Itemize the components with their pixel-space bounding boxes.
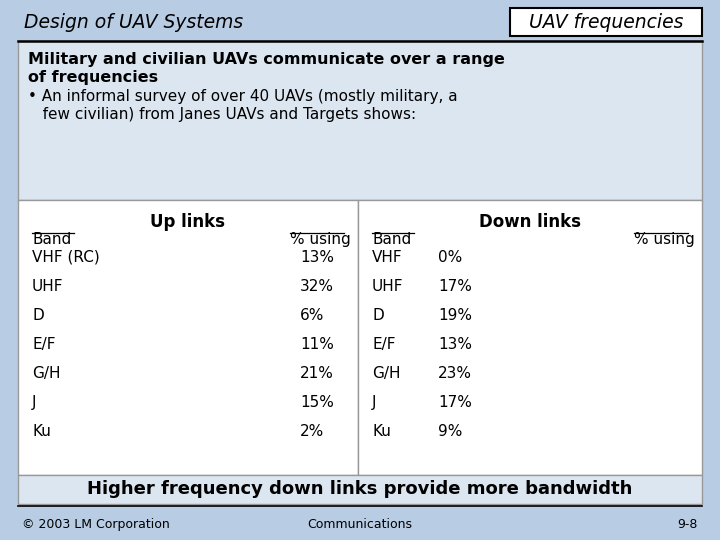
Text: UAV frequencies: UAV frequencies <box>528 12 683 31</box>
Text: 11%: 11% <box>300 337 334 352</box>
Text: J: J <box>32 395 37 410</box>
Text: Design of UAV Systems: Design of UAV Systems <box>24 12 243 31</box>
Text: G/H: G/H <box>372 366 400 381</box>
Text: Ku: Ku <box>32 424 51 439</box>
Text: Band: Band <box>372 232 411 247</box>
Text: 17%: 17% <box>438 395 472 410</box>
Text: Down links: Down links <box>479 213 581 231</box>
Text: 2%: 2% <box>300 424 324 439</box>
Text: 19%: 19% <box>438 308 472 323</box>
Text: Communications: Communications <box>307 518 413 531</box>
Text: few civilian) from Janes UAVs and Targets shows:: few civilian) from Janes UAVs and Target… <box>28 107 416 122</box>
Text: 0%: 0% <box>438 250 462 265</box>
Text: 13%: 13% <box>300 250 334 265</box>
FancyBboxPatch shape <box>18 41 702 200</box>
Text: • An informal survey of over 40 UAVs (mostly military, a: • An informal survey of over 40 UAVs (mo… <box>28 89 458 104</box>
FancyBboxPatch shape <box>510 8 702 36</box>
Text: VHF (RC): VHF (RC) <box>32 250 100 265</box>
Text: 17%: 17% <box>438 279 472 294</box>
Text: UHF: UHF <box>372 279 403 294</box>
Text: 13%: 13% <box>438 337 472 352</box>
Text: G/H: G/H <box>32 366 60 381</box>
Text: % using: % using <box>290 232 351 247</box>
Text: E/F: E/F <box>372 337 395 352</box>
Text: 32%: 32% <box>300 279 334 294</box>
Text: D: D <box>372 308 384 323</box>
Text: VHF: VHF <box>372 250 402 265</box>
Text: 23%: 23% <box>438 366 472 381</box>
FancyBboxPatch shape <box>358 200 702 475</box>
Text: Higher frequency down links provide more bandwidth: Higher frequency down links provide more… <box>87 481 633 498</box>
Text: 6%: 6% <box>300 308 325 323</box>
Text: J: J <box>372 395 377 410</box>
Text: © 2003 LM Corporation: © 2003 LM Corporation <box>22 518 170 531</box>
FancyBboxPatch shape <box>18 200 358 475</box>
Text: of frequencies: of frequencies <box>28 70 158 85</box>
Text: 21%: 21% <box>300 366 334 381</box>
Text: Military and civilian UAVs communicate over a range: Military and civilian UAVs communicate o… <box>28 52 505 67</box>
Text: E/F: E/F <box>32 337 55 352</box>
Text: Up links: Up links <box>150 213 225 231</box>
Text: % using: % using <box>634 232 695 247</box>
FancyBboxPatch shape <box>18 475 702 504</box>
Text: Ku: Ku <box>372 424 391 439</box>
Text: 9-8: 9-8 <box>678 518 698 531</box>
Text: 9%: 9% <box>438 424 462 439</box>
Text: Band: Band <box>32 232 71 247</box>
Text: D: D <box>32 308 44 323</box>
Text: 15%: 15% <box>300 395 334 410</box>
Text: UHF: UHF <box>32 279 63 294</box>
